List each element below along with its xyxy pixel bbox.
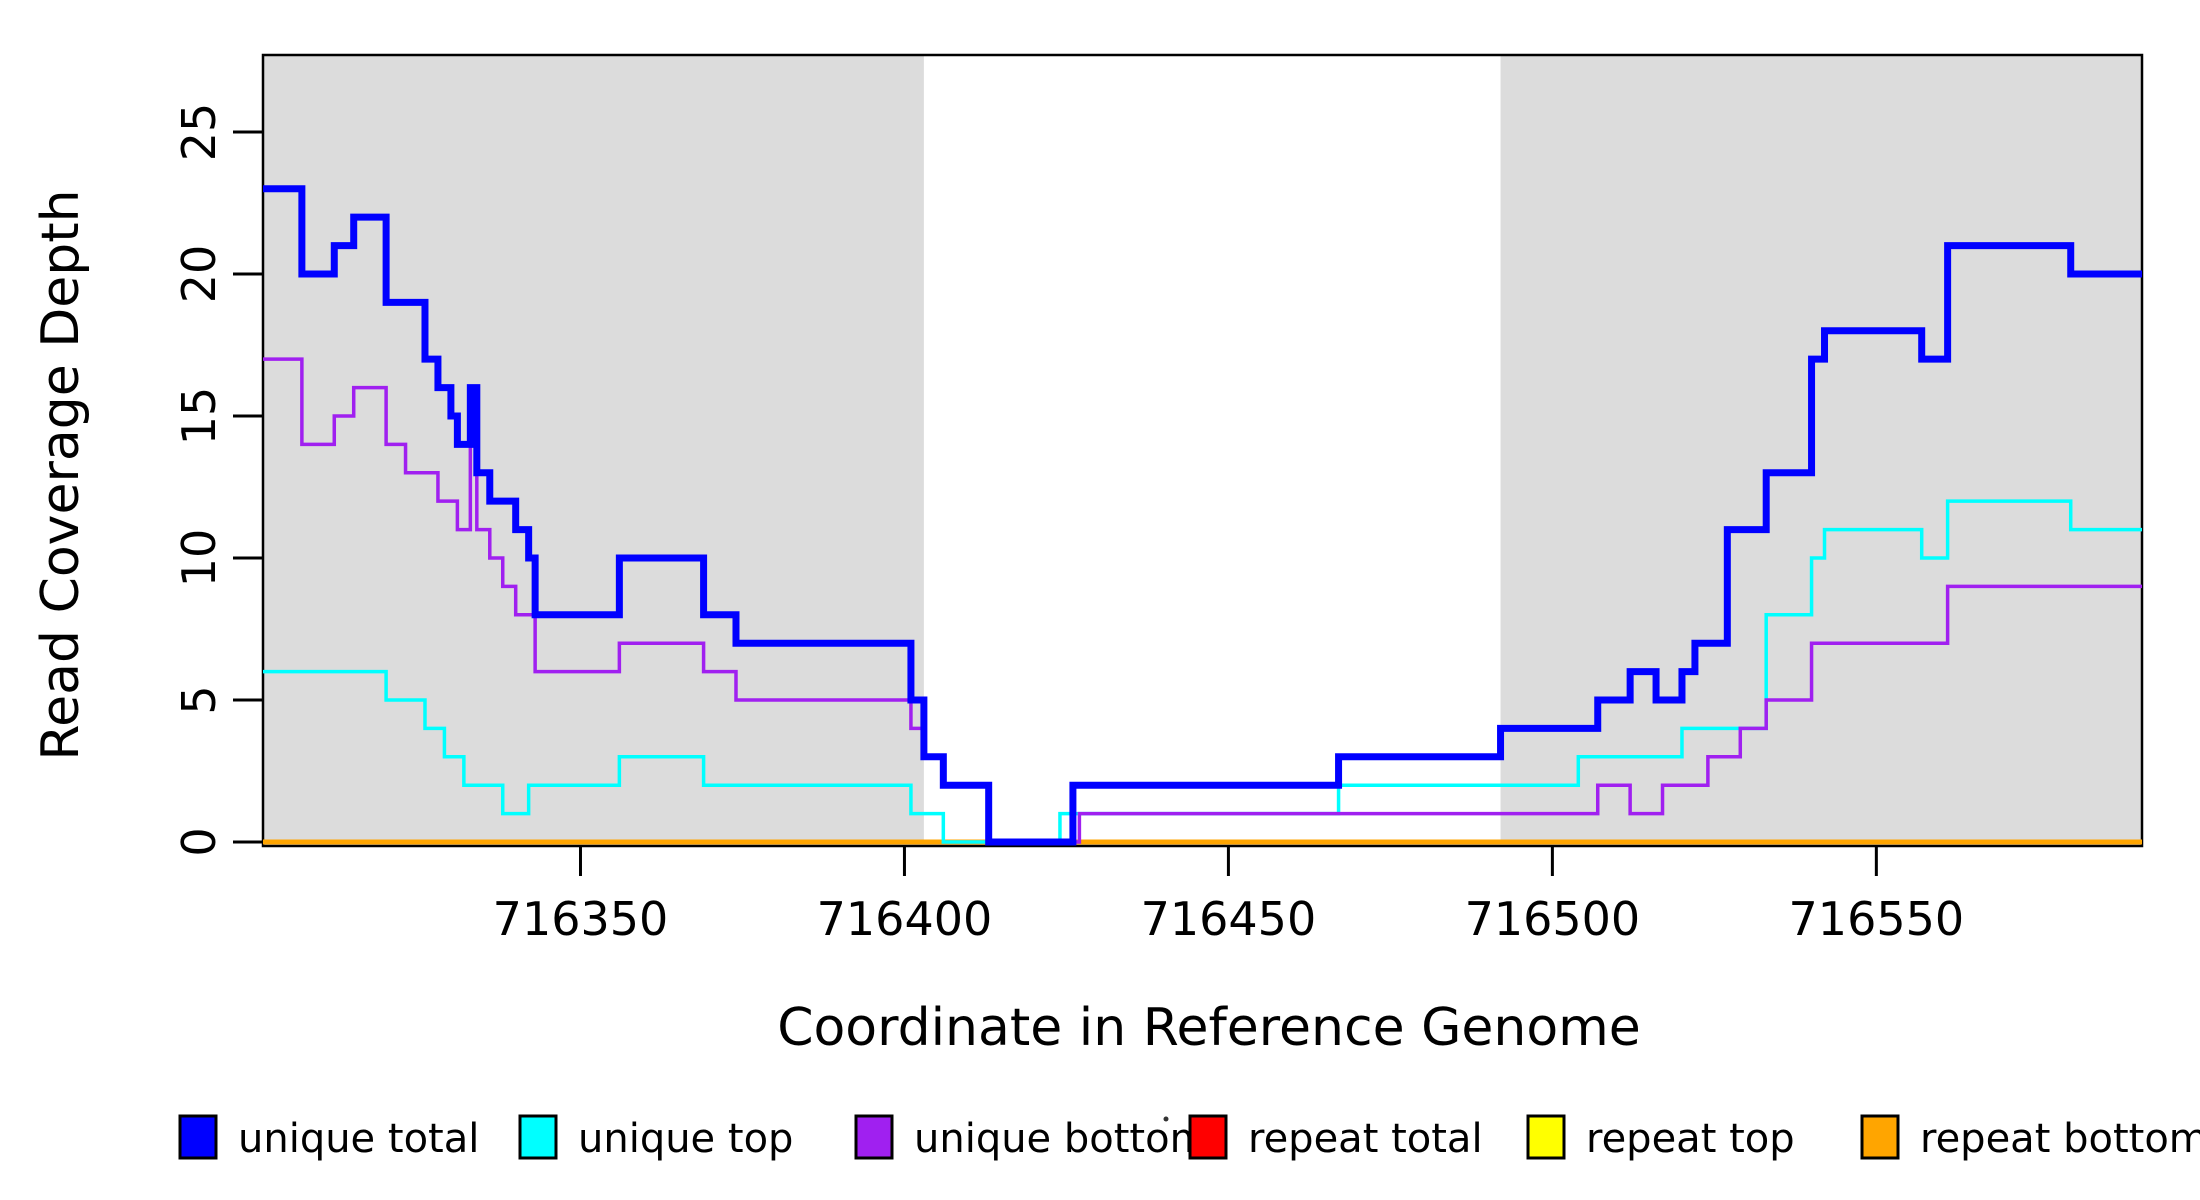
shaded-region-1 bbox=[263, 56, 924, 842]
stray-dot bbox=[1163, 1116, 1169, 1122]
shaded-region-2 bbox=[1500, 56, 2142, 842]
legend-item-label: repeat total bbox=[1248, 1116, 1483, 1162]
legend-item-label: unique total bbox=[238, 1116, 479, 1162]
legend-item-unique-top: unique top bbox=[518, 1114, 793, 1162]
x-tick-label: 716350 bbox=[493, 892, 669, 946]
chart-built-content: 716350 716400 716450 716500 716550 0 5 10 15 20 25… bbox=[172, 53, 2200, 1162]
legend-item-unique-bottom: unique bottom bbox=[854, 1114, 1209, 1162]
legend-item-repeat-bottom: repeat bottom bbox=[1860, 1114, 2200, 1162]
legend-item-label: repeat bottom bbox=[1920, 1116, 2200, 1162]
x-tick-label: 716550 bbox=[1789, 892, 1965, 946]
legend-item-label: unique bottom bbox=[914, 1116, 1209, 1162]
legend-item-repeat-total: repeat total bbox=[1188, 1114, 1483, 1162]
y-tick-label: 20 bbox=[172, 245, 226, 304]
legend: unique total unique top unique bottom repea… bbox=[178, 1114, 2200, 1162]
y-axis-title: Read Coverage Depth bbox=[31, 189, 91, 760]
legend-item-label: unique top bbox=[578, 1116, 793, 1162]
x-tick-label: 716450 bbox=[1141, 892, 1317, 946]
legend-item-repeat-top: repeat top bbox=[1526, 1114, 1795, 1162]
legend-swatch-icon bbox=[1860, 1114, 1900, 1160]
y-tick-label: 15 bbox=[172, 387, 226, 446]
plot-box bbox=[261, 53, 2144, 848]
x-tick-label: 716400 bbox=[817, 892, 993, 946]
y-tick-label: 0 bbox=[172, 827, 226, 856]
x-tick-label: 716500 bbox=[1465, 892, 1641, 946]
x-axis-title: Coordinate in Reference Genome bbox=[777, 998, 1641, 1058]
legend-item-unique-total: unique total bbox=[178, 1114, 479, 1162]
legend-swatch-icon bbox=[1526, 1114, 1566, 1160]
legend-swatch-icon bbox=[178, 1114, 218, 1160]
series-unique-total-line bbox=[263, 185, 2142, 846]
legend-item-label: repeat top bbox=[1586, 1116, 1795, 1162]
series-unique-bottom-line bbox=[263, 357, 2142, 844]
y-tick-label: 25 bbox=[172, 103, 226, 162]
y-tick-label: 10 bbox=[172, 529, 226, 588]
legend-swatch-icon bbox=[518, 1114, 558, 1160]
y-tick-label: 5 bbox=[172, 685, 226, 714]
legend-swatch-icon bbox=[854, 1114, 894, 1160]
legend-swatch-icon bbox=[1188, 1114, 1228, 1160]
